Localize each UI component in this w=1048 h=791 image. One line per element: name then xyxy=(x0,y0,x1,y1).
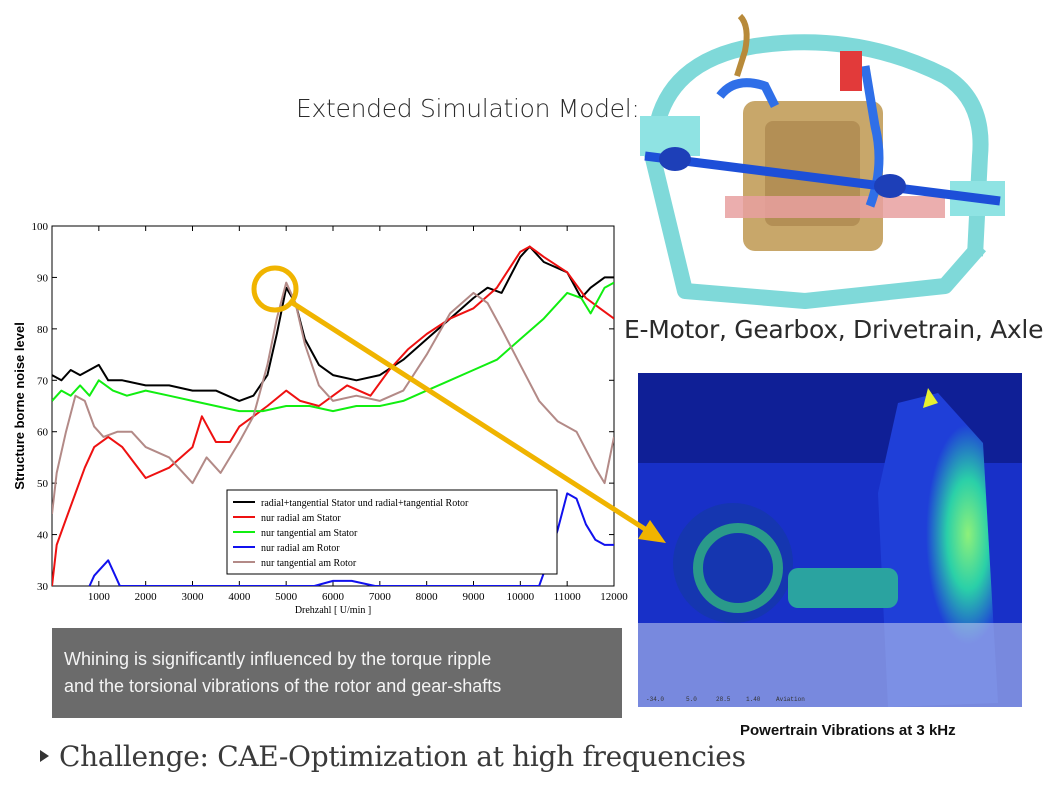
challenge-bullet: Challenge: CAE-Optimization at high freq… xyxy=(40,740,746,773)
y-tick-label: 90 xyxy=(37,272,49,284)
challenge-text: Challenge: CAE-Optimization at high freq… xyxy=(59,740,746,773)
y-tick-label: 60 xyxy=(37,427,49,439)
subframe-shape xyxy=(642,34,989,309)
legend-label-1: radial+tangential Stator und radial+tang… xyxy=(261,498,469,509)
fe-scale-label: 5.0 xyxy=(686,696,697,703)
crossmember-shape xyxy=(725,196,945,218)
caption-line-1: Whining is significantly influenced by t… xyxy=(64,649,492,669)
fe-vibration-image: -34.0 5.0 28.5 1.40 Aviation xyxy=(638,373,1022,707)
x-tick-label: 6000 xyxy=(322,591,345,603)
shaft-mode-shape xyxy=(788,568,898,608)
fe-scale-labels: -34.0 5.0 28.5 1.40 Aviation xyxy=(646,696,805,703)
x-tick-label: 11000 xyxy=(554,591,582,603)
y-tick-label: 40 xyxy=(37,530,49,542)
x-tick-label: 10000 xyxy=(507,591,535,603)
y-axis-label: Structure borne noise level xyxy=(12,322,27,490)
x-tick-label: 8000 xyxy=(416,591,439,603)
x-tick-label: 12000 xyxy=(600,591,628,603)
caption-line-2: and the torsional vibrations of the roto… xyxy=(64,676,502,696)
hose-left-shape xyxy=(716,78,780,109)
legend-label-3: nur tangential am Stator xyxy=(261,528,358,539)
x-axis-label: Drehzahl [ U/min ] xyxy=(295,605,371,616)
cv-joint-left-shape xyxy=(659,147,691,171)
legend-label-5: nur tangential am Rotor xyxy=(261,558,357,569)
y-tick-label: 30 xyxy=(37,581,49,593)
cable-shape xyxy=(734,13,750,77)
components-heading: E-Motor, Gearbox, Drivetrain, Axle xyxy=(624,315,1044,344)
legend-label-4: nur radial am Rotor xyxy=(261,543,340,554)
y-tick-label: 80 xyxy=(37,324,49,336)
fe-scale-label: Aviation xyxy=(776,696,805,703)
x-tick-label: 9000 xyxy=(463,591,486,603)
noise-chart: 30 40 50 60 70 80 90 100 1000 2000 3000 4000 5000 600… xyxy=(10,216,628,620)
hose-right-shape xyxy=(860,65,884,208)
y-tick-label: 70 xyxy=(37,375,49,387)
driveshaft-shape xyxy=(644,151,1001,206)
hotspot-shape xyxy=(923,388,938,408)
x-tick-label: 3000 xyxy=(182,591,205,603)
bearing-ring-shape xyxy=(693,523,783,613)
model-heading: Extended Simulation Model: xyxy=(296,94,640,123)
x-tick-label: 2000 xyxy=(135,591,158,603)
cad-model-image xyxy=(640,13,1005,309)
fe-caption: Powertrain Vibrations at 3 kHz xyxy=(740,722,956,739)
x-tick-label: 4000 xyxy=(228,591,251,603)
bullet-triangle-icon xyxy=(40,749,49,762)
caption-box: Whining is significantly influenced by t… xyxy=(52,628,622,718)
x-tick-label: 5000 xyxy=(275,591,298,603)
y-tick-label: 50 xyxy=(37,478,49,490)
fe-scale-label: -34.0 xyxy=(646,696,664,703)
legend-label-2: nur radial am Stator xyxy=(261,513,341,524)
red-bracket-shape xyxy=(840,51,862,91)
fe-scale-label: 28.5 xyxy=(716,696,731,703)
fe-scale-label: 1.40 xyxy=(746,696,761,703)
x-tick-label: 7000 xyxy=(369,591,392,603)
x-tick-label: 1000 xyxy=(88,591,111,603)
y-tick-label: 100 xyxy=(32,221,49,233)
lower-mesh-shape xyxy=(638,623,1022,707)
cv-joint-right-shape xyxy=(874,174,906,198)
